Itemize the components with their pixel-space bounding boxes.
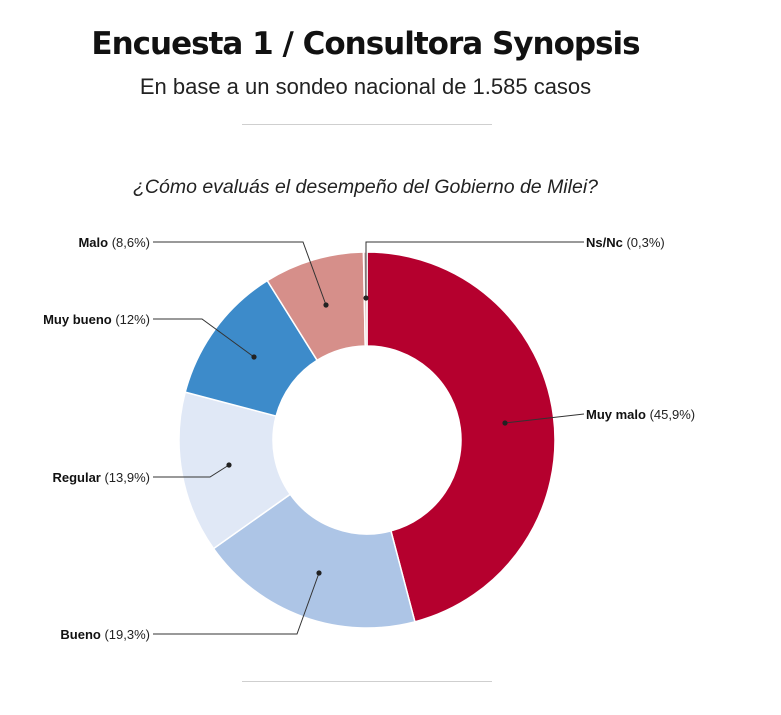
- label-malo: Malo (8,6%): [78, 235, 329, 308]
- bottom-divider: [242, 681, 492, 682]
- label-name: Muy bueno: [43, 312, 115, 327]
- leader-dot-bueno: [316, 570, 322, 576]
- leader-line-ns-nc: [365, 241, 584, 298]
- label-name: Ns/Nc: [586, 235, 626, 250]
- data-label-bueno: Bueno (19,3%): [60, 627, 150, 642]
- label-regular: Regular (13,9%): [52, 462, 232, 485]
- label-value: (13,9%): [104, 470, 150, 485]
- page-title: Encuesta 1 / Consultora Synopsis: [91, 26, 640, 62]
- label-value: (45,9%): [650, 407, 696, 422]
- data-label-ns-nc: Ns/Nc (0,3%): [586, 235, 665, 250]
- label-muy-bueno: Muy bueno (12%): [43, 312, 257, 360]
- leader-dot-ns-nc: [363, 295, 369, 301]
- leader-dot-muy-malo: [502, 420, 508, 426]
- data-label-regular: Regular (13,9%): [52, 470, 150, 485]
- leader-line-muy-malo: [504, 413, 585, 424]
- leader-line-muy-bueno: [153, 318, 255, 358]
- label-bueno: Bueno (19,3%): [60, 570, 322, 642]
- label-value: (8,6%): [112, 235, 150, 250]
- leader-line-malo: [153, 241, 327, 306]
- page-subtitle: En base a un sondeo nacional de 1.585 ca…: [139, 74, 592, 99]
- data-label-muy-bueno: Muy bueno (12%): [43, 312, 150, 327]
- leader-line-bueno: [153, 572, 320, 635]
- label-ns-nc: Ns/Nc (0,3%): [363, 235, 665, 301]
- label-value: (12%): [115, 312, 150, 327]
- label-value: (0,3%): [626, 235, 664, 250]
- label-name: Regular: [52, 470, 104, 485]
- slice-muy-malo: [366, 251, 556, 623]
- data-label-muy-malo: Muy malo (45,9%): [586, 407, 695, 422]
- label-value: (19,3%): [104, 627, 150, 642]
- leader-dot-malo: [323, 302, 329, 308]
- label-name: Bueno: [60, 627, 104, 642]
- label-name: Muy malo: [586, 407, 650, 422]
- leader-dot-muy-bueno: [251, 354, 257, 360]
- leader-dot-regular: [226, 462, 232, 468]
- chart-title: ¿Cómo evaluás el desempeño del Gobierno …: [132, 176, 598, 198]
- label-muy-malo: Muy malo (45,9%): [502, 407, 695, 426]
- top-divider: [242, 124, 492, 125]
- data-label-malo: Malo (8,6%): [78, 235, 150, 250]
- leader-line-regular: [153, 464, 230, 478]
- label-name: Malo: [78, 235, 111, 250]
- slice-bueno: [212, 493, 416, 629]
